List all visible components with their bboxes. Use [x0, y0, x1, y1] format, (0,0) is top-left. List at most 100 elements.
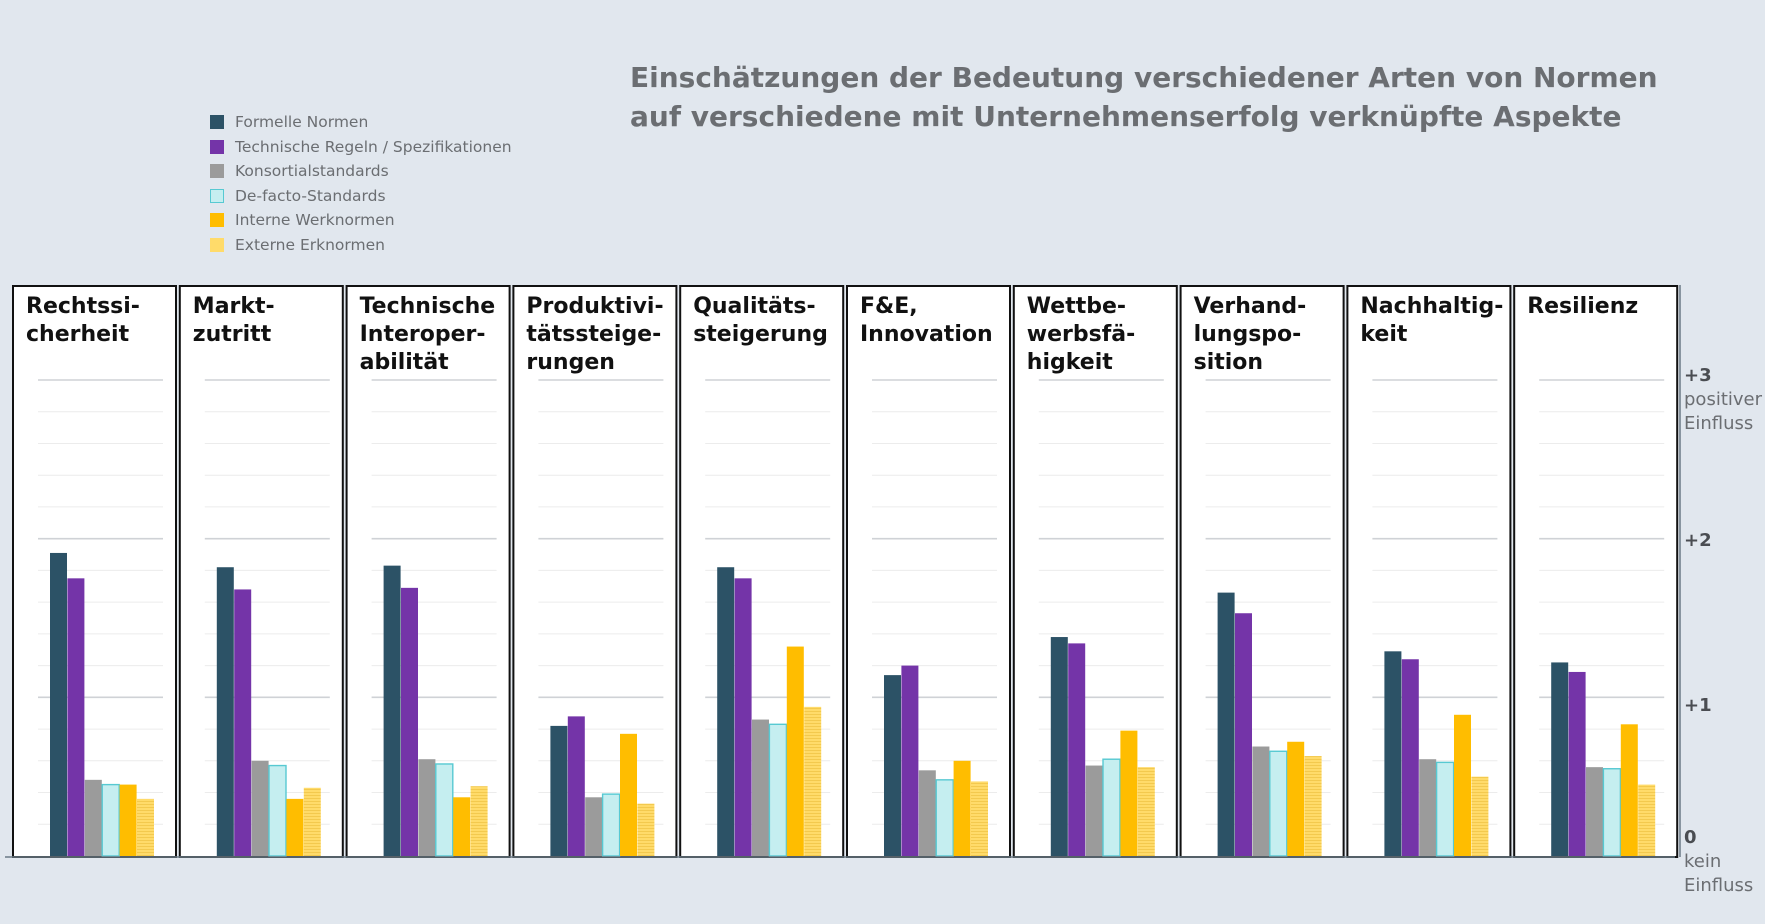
bar: [1419, 759, 1437, 856]
category-label-line: Markt-: [192, 294, 275, 319]
category-label-line: steigerung: [693, 322, 828, 347]
y-tick-label: +2: [1684, 529, 1712, 553]
legend-swatch: [210, 213, 224, 228]
category-label-line: tätssteige-: [526, 322, 662, 347]
bar: [601, 793, 621, 857]
bar: [1217, 592, 1235, 856]
bar: [1269, 750, 1288, 857]
bar: [216, 567, 234, 856]
bar: [435, 763, 454, 857]
bar: [453, 797, 471, 856]
bar: [303, 787, 321, 856]
bar: [768, 723, 788, 857]
category-label-line: Resilienz: [1527, 294, 1639, 319]
category-label-line: lungspo-: [1193, 322, 1302, 347]
bar: [971, 781, 988, 856]
legend-label: Interne Werknormen: [235, 211, 395, 230]
y-tick-value: +1: [1684, 695, 1712, 716]
y-tick-label: +3 positiver Einfluss: [1684, 364, 1762, 436]
bar: [1401, 659, 1419, 856]
legend-item: De-facto-Standards: [210, 184, 512, 209]
legend-swatch: [210, 237, 224, 252]
bar: [953, 760, 971, 856]
bar: [1471, 776, 1489, 856]
bar: [804, 706, 822, 856]
category-panel: [846, 285, 1011, 858]
bar: [383, 565, 401, 856]
category-label: F&E, Innovation: [860, 293, 993, 349]
bar: [935, 779, 954, 857]
bar: [119, 784, 137, 856]
bar: [717, 567, 735, 856]
legend-swatch: [210, 139, 224, 154]
bar: [50, 552, 67, 856]
bar: [67, 578, 85, 856]
bar: [286, 798, 304, 856]
bar: [1602, 768, 1622, 857]
category-label-line: abilität: [359, 350, 449, 375]
y-tick-caption: kein: [1684, 851, 1722, 872]
bar: [1586, 767, 1603, 856]
bar: [1102, 758, 1121, 857]
y-tick-caption: positiver: [1684, 389, 1763, 410]
category-label-line: Technische: [359, 294, 496, 319]
category-label-line: Interoper-: [359, 322, 486, 347]
chart-title: Einschätzungen der Bedeutung verschieden…: [630, 58, 1730, 136]
category-label: Rechtssi-cherheit: [26, 293, 140, 349]
category-label-line: Qualitäts-: [693, 294, 816, 319]
category-label-line: Innovation: [860, 322, 993, 347]
bar: [1638, 784, 1656, 856]
legend-item: Interne Werknormen: [210, 208, 512, 233]
legend-swatch: [210, 164, 224, 179]
category-label-line: werbsfä-: [1026, 322, 1136, 347]
y-tick-value: 0: [1684, 827, 1697, 848]
bar: [1085, 765, 1103, 856]
legend-item: Konsortialstandards: [210, 159, 512, 184]
bar: [1235, 613, 1252, 856]
y-tick-caption: Einfluss: [1684, 413, 1754, 434]
category-label: Nachhaltig-keit: [1360, 293, 1503, 349]
bar: [620, 733, 637, 856]
category-panel: [12, 285, 177, 858]
bar: [268, 764, 287, 857]
bar: [1287, 741, 1305, 856]
bar: [137, 798, 154, 856]
bar: [1551, 662, 1569, 856]
bar: [1620, 724, 1638, 856]
legend: Formelle Normen Technische Regeln / Spezi…: [210, 110, 512, 257]
chart-title-line-1: Einschätzungen der Bedeutung verschieden…: [630, 61, 1658, 94]
bar: [470, 786, 488, 856]
bar: [901, 665, 919, 856]
legend-label: Technische Regeln / Spezifikationen: [235, 137, 512, 156]
category-label: Markt-zutritt: [193, 293, 275, 349]
y-tick-value: +2: [1684, 530, 1712, 551]
bar: [1304, 756, 1322, 856]
bar: [251, 760, 269, 856]
legend-item: Externe Erknormen: [210, 233, 512, 258]
legend-swatch: [210, 188, 224, 203]
y-tick-label: 0 kein Einfluss: [1684, 826, 1753, 898]
bar: [418, 759, 436, 856]
bar: [637, 803, 655, 856]
category-label: Resilienz: [1527, 293, 1638, 321]
bar: [884, 675, 901, 856]
category-label-line: Verhand-: [1193, 294, 1307, 319]
chart-title-line-2: auf verschiedene mit Unternehmenserfolg …: [630, 100, 1622, 133]
bar: [786, 646, 804, 856]
category-label: Qualitäts-steigerung: [693, 293, 828, 349]
bar: [567, 716, 585, 856]
bar: [101, 783, 120, 857]
category-label-line: cherheit: [26, 322, 130, 347]
bar: [734, 578, 752, 856]
legend-item: Technische Regeln / Spezifikationen: [210, 135, 512, 160]
bar: [1384, 651, 1402, 856]
bar: [585, 797, 603, 856]
bar: [234, 589, 252, 856]
legend-label: De-facto-Standards: [235, 186, 386, 205]
bar: [84, 779, 102, 856]
bar: [550, 725, 568, 856]
legend-label: Externe Erknormen: [235, 235, 385, 254]
legend-item: Formelle Normen: [210, 110, 512, 135]
bar: [1252, 746, 1270, 856]
